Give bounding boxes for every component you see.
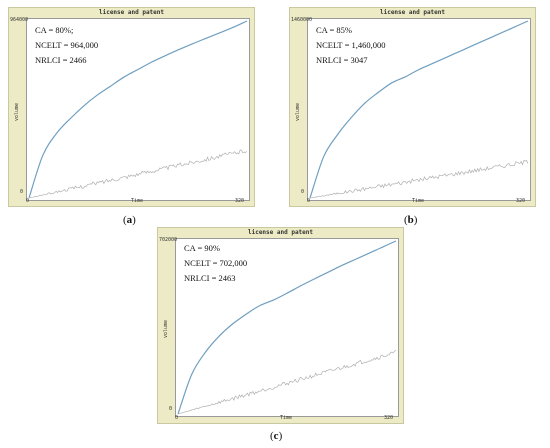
plot-area <box>175 238 399 417</box>
y-max-tick-label: 702000 <box>159 237 178 243</box>
y-min-tick-label: 0 <box>169 406 173 412</box>
plot-area <box>26 18 250 201</box>
x-axis-label: Time <box>280 415 293 421</box>
y-max-tick-label: 1460000 <box>291 17 313 23</box>
y-axis-label: volume <box>295 102 301 121</box>
chart-panel-c: license and patent 702000 0 0 Time 320 v… <box>157 227 404 424</box>
annotation-nrlci: NRLCI = 3047 <box>316 55 368 65</box>
series-line-nrlci <box>309 159 529 199</box>
annotation-nrlci: NRLCI = 2463 <box>184 273 236 283</box>
chart-panel-a: license and patent 964000 0 0 Time 320 v… <box>8 7 255 207</box>
caption-a: (a) <box>123 214 136 226</box>
x-min-tick-label: 0 <box>175 415 179 421</box>
caption-letter: a <box>126 214 133 226</box>
annotation-ncelt: NCELT = 702,000 <box>184 258 248 268</box>
series-line-nrlci <box>177 350 397 415</box>
x-min-tick-label: 0 <box>26 198 30 204</box>
y-axis-label: volume <box>14 102 20 121</box>
chart-panel-b: license and patent 1460000 0 0 Time 320 … <box>289 7 536 207</box>
x-max-tick-label: 320 <box>235 198 245 204</box>
x-max-tick-label: 320 <box>516 198 526 204</box>
annotation-ca: CA = 90% <box>184 243 220 253</box>
y-min-tick-label: 0 <box>301 189 305 195</box>
caption-letter: c <box>273 430 279 442</box>
series-line-nrlci <box>28 149 248 199</box>
annotation-ncelt: NCELT = 964,000 <box>35 40 99 50</box>
y-min-tick-label: 0 <box>20 189 24 195</box>
chart-title: license and patent <box>98 9 165 16</box>
plot-svg <box>177 240 397 415</box>
annotation-ncelt: NCELT = 1,460,000 <box>316 40 386 50</box>
series-line-ncelt <box>28 20 248 199</box>
x-axis-label: Time <box>131 198 144 204</box>
series-line-ncelt <box>177 240 397 415</box>
caption-b: (b) <box>404 214 418 226</box>
x-max-tick-label: 320 <box>384 415 394 421</box>
y-max-tick-label: 964000 <box>10 17 29 23</box>
plot-svg <box>309 20 529 199</box>
annotation-ca: CA = 85% <box>316 25 352 35</box>
chart-title: license and patent <box>379 9 446 16</box>
chart-title: license and patent <box>247 229 314 236</box>
series-line-ncelt <box>309 20 529 199</box>
caption-c: (c) <box>270 430 283 442</box>
y-axis-label: volume <box>163 319 169 338</box>
plot-area <box>307 18 531 201</box>
x-axis-label: Time <box>412 198 425 204</box>
caption-letter: b <box>407 214 414 226</box>
annotation-nrlci: NRLCI = 2466 <box>35 55 87 65</box>
plot-svg <box>28 20 248 199</box>
x-min-tick-label: 0 <box>307 198 311 204</box>
annotation-ca: CA = 80%; <box>35 25 74 35</box>
